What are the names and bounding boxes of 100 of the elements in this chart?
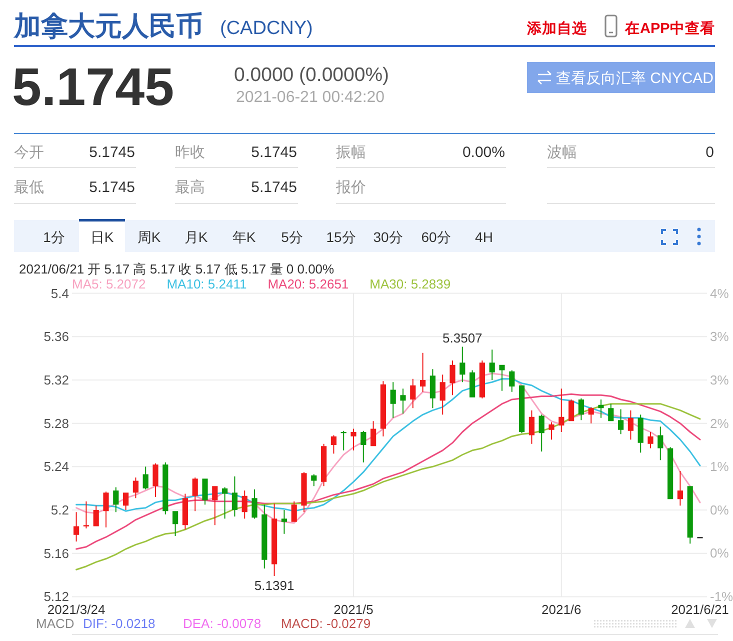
candlestick [321, 444, 327, 486]
candlestick [380, 381, 386, 436]
text: 振幅 [336, 144, 366, 161]
text: MACD: -0.0279 [281, 616, 371, 631]
x-tick-label: 2021/5 [334, 602, 374, 617]
text: MA30: 5.2839 [370, 276, 451, 292]
candlestick [172, 511, 178, 536]
candlestick [152, 463, 158, 498]
text: 4H [475, 229, 493, 245]
text: MA5: 5.2072 [72, 276, 146, 292]
candlestick [74, 512, 80, 542]
candlestick [568, 399, 574, 422]
candlestick [222, 487, 228, 519]
y-tick-label: 5.12 [44, 589, 69, 604]
candlestick [400, 388, 406, 414]
text: 0 [706, 144, 714, 161]
text: (CADCNY) [220, 18, 313, 39]
line-series [76, 393, 701, 550]
candlestick [192, 478, 198, 512]
text: 月K [184, 229, 208, 245]
text: 5.1745 [89, 144, 135, 161]
x-tick-label: 2021/6 [542, 602, 582, 617]
candlestick [578, 398, 584, 420]
candlestick [548, 422, 554, 440]
text: 0.00% [462, 144, 505, 161]
y-tick-label: 5.2 [50, 502, 69, 518]
candlestick [232, 476, 238, 517]
candlestick [638, 414, 644, 453]
candlestick [330, 435, 336, 454]
candlestick [588, 407, 594, 424]
text: 5.1745 [89, 179, 135, 196]
y-tick-label: 5.36 [44, 329, 69, 344]
text: 5.1745 [12, 58, 174, 117]
candlestick [252, 489, 258, 519]
candlestick [242, 490, 248, 519]
candlestick [202, 478, 208, 505]
candlestick [538, 414, 544, 452]
text: 年K [232, 229, 256, 245]
candlestick [291, 501, 297, 522]
candlestick [658, 426, 664, 460]
y-tick-label: 5.32 [44, 372, 69, 388]
text: 2021-06-21 00:42:20 [236, 89, 385, 106]
candlestick [301, 472, 307, 512]
candlestick [113, 487, 119, 512]
candlestick [618, 409, 624, 434]
text: 5.1745 [251, 144, 297, 161]
candlestick [103, 492, 109, 528]
candlestick [281, 510, 287, 534]
candlestick [460, 346, 466, 382]
candlestick [83, 501, 89, 528]
candlestick [440, 374, 446, 415]
candlestick [390, 382, 396, 418]
y-tick-label: 5.28 [44, 416, 69, 431]
text: 5.1745 [251, 179, 297, 196]
candlestick [528, 410, 534, 444]
y-tick-label: 5.16 [44, 546, 69, 561]
y2-tick-label: 1% [710, 459, 730, 474]
candlestick [677, 471, 683, 506]
text: 波幅 [547, 144, 577, 161]
candlestick [212, 486, 218, 526]
candlestick [648, 432, 654, 448]
candlestick [509, 370, 515, 392]
annotation: 5.1391 [254, 578, 294, 594]
y2-tick-label: 3% [710, 328, 730, 344]
candlestick [262, 504, 268, 569]
text: 加拿大元人民币 [13, 11, 203, 41]
text: 添加自选 [526, 20, 587, 37]
text: 30分 [373, 229, 403, 245]
y2-tick-label: -1% [710, 589, 733, 604]
text: 在APP中查看 [624, 20, 715, 37]
candlestick [687, 486, 693, 544]
candlestick [410, 378, 416, 408]
text: 报价 [335, 179, 366, 196]
text: 昨收 [175, 144, 205, 161]
candlestick [519, 385, 525, 434]
candlestick [628, 410, 634, 440]
text: 0.0000 (0.0000%) [234, 64, 390, 86]
text: 1分 [43, 229, 65, 245]
candlestick [370, 421, 376, 446]
text: DEA: -0.0078 [183, 616, 262, 631]
candlestick [558, 388, 564, 432]
candlestick [608, 404, 614, 422]
candlestick [470, 370, 476, 398]
candlestick [489, 350, 495, 380]
candlestick [598, 399, 604, 418]
candlestick [162, 462, 168, 514]
candlestick [142, 466, 148, 490]
text: MA20: 5.2651 [268, 276, 349, 292]
candlestick [360, 430, 366, 462]
candlestick [450, 360, 456, 396]
candlestick [123, 492, 129, 510]
text: 最低 [14, 179, 44, 196]
text: MACD [36, 616, 74, 631]
text: 今开 [14, 144, 44, 161]
y2-tick-label: 0% [710, 545, 730, 560]
x-tick-label: 2021/3/24 [47, 602, 106, 617]
y2-tick-label: 2% [710, 416, 730, 431]
chart-title: 2021/06/21 开 5.17 高 5.17 收 5.17 低 5.17 量 0 0.00% [19, 262, 335, 276]
text: 最高 [175, 179, 205, 196]
y2-tick-label: 3% [710, 372, 730, 388]
